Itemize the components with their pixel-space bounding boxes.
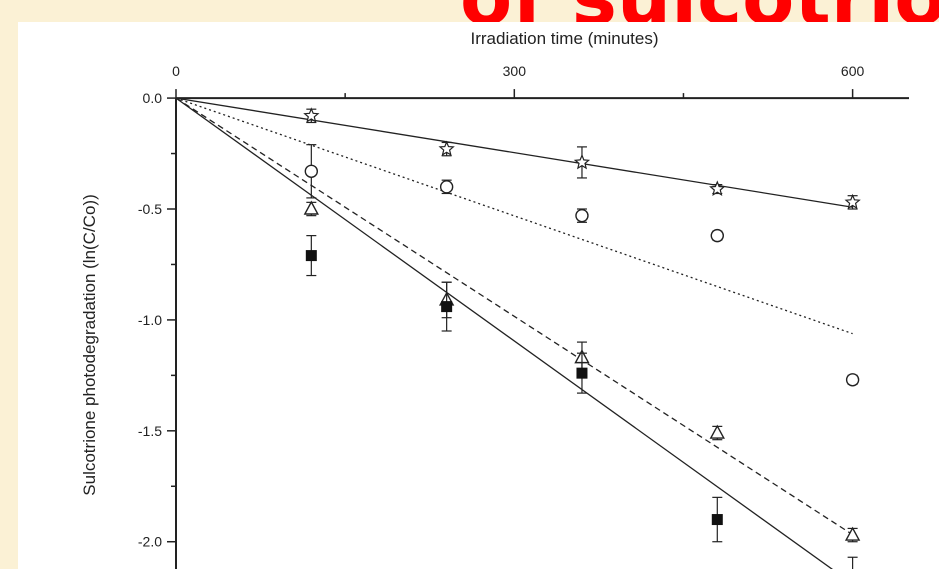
triangle-marker [303, 200, 319, 215]
square-marker [441, 301, 453, 313]
square-marker [305, 250, 317, 262]
y-tick-label: -0.5 [138, 201, 162, 217]
star-marker [573, 153, 591, 170]
star-marker [844, 193, 861, 210]
triangle-marker [709, 424, 725, 439]
x-axis-title: Irradiation time (minutes) [470, 29, 658, 48]
x-tick-label: 300 [503, 63, 527, 79]
x-tick-label: 0 [172, 63, 180, 79]
circle-marker [710, 228, 724, 243]
y-tick-label: -1.5 [138, 423, 162, 439]
y-tick-label: 0.0 [143, 90, 163, 106]
triangle-marker [844, 526, 861, 541]
star-marker [438, 140, 455, 157]
fit-line-star [175, 97, 853, 208]
y-axis-title: Sulcotrione photodegradation (ln(C/Co)) [80, 194, 99, 495]
chart-panel [18, 22, 939, 569]
star-marker [709, 180, 726, 196]
x-tick-label: 600 [841, 63, 865, 79]
circle-marker [845, 373, 860, 387]
square-marker [576, 367, 588, 379]
square-marker [711, 514, 723, 526]
circle-marker [304, 164, 319, 178]
y-tick-label: -2.0 [138, 534, 162, 550]
fit-line-triangle [175, 97, 853, 536]
star-marker [303, 107, 320, 123]
fit-line-square [175, 97, 834, 569]
circle-marker [439, 180, 454, 194]
y-tick-label: -1.0 [138, 312, 162, 328]
circle-marker [575, 208, 589, 223]
fit-line-circle [175, 97, 853, 335]
